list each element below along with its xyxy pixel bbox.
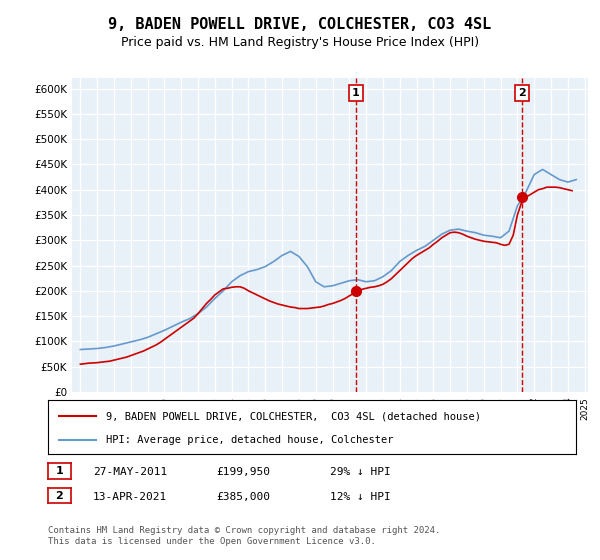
Text: £385,000: £385,000 (216, 492, 270, 502)
Text: HPI: Average price, detached house, Colchester: HPI: Average price, detached house, Colc… (106, 435, 394, 445)
Text: £199,950: £199,950 (216, 467, 270, 477)
Text: 13-APR-2021: 13-APR-2021 (93, 492, 167, 502)
Text: 1: 1 (56, 466, 63, 476)
Text: 27-MAY-2011: 27-MAY-2011 (93, 467, 167, 477)
Text: 29% ↓ HPI: 29% ↓ HPI (330, 467, 391, 477)
Text: Price paid vs. HM Land Registry's House Price Index (HPI): Price paid vs. HM Land Registry's House … (121, 36, 479, 49)
Text: 1: 1 (352, 88, 360, 98)
Text: 2: 2 (518, 88, 526, 98)
Text: 9, BADEN POWELL DRIVE, COLCHESTER, CO3 4SL: 9, BADEN POWELL DRIVE, COLCHESTER, CO3 4… (109, 17, 491, 32)
Text: 9, BADEN POWELL DRIVE, COLCHESTER,  CO3 4SL (detached house): 9, BADEN POWELL DRIVE, COLCHESTER, CO3 4… (106, 412, 481, 421)
Text: Contains HM Land Registry data © Crown copyright and database right 2024.
This d: Contains HM Land Registry data © Crown c… (48, 526, 440, 546)
Text: 12% ↓ HPI: 12% ↓ HPI (330, 492, 391, 502)
Text: 2: 2 (56, 491, 63, 501)
